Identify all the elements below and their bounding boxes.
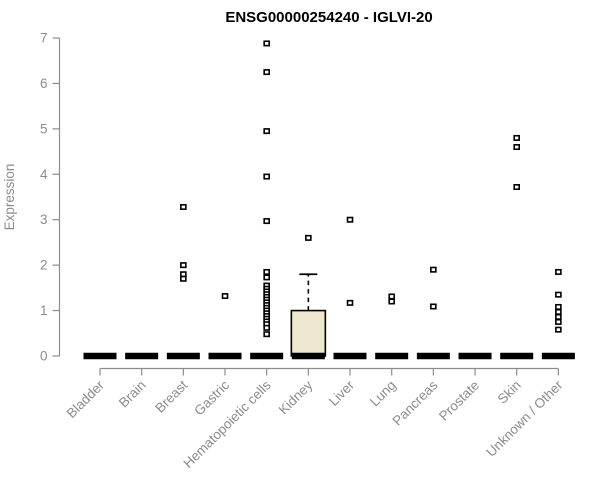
y-tick-label: 4 [40, 167, 48, 182]
y-tick-label: 5 [40, 121, 48, 136]
outlier-point [513, 184, 521, 191]
median-bar [333, 352, 367, 360]
chart-title: ENSG00000254240 - IGLVI-20 [225, 9, 432, 26]
x-tick-label-bladder: Bladder [64, 377, 108, 421]
median-bar [125, 352, 159, 360]
outlier-point [263, 40, 270, 47]
outlier-point [555, 268, 562, 275]
y-tick-label: 1 [40, 303, 48, 318]
median-bar [250, 352, 284, 360]
outlier-point [430, 303, 437, 310]
outlier-point [555, 318, 562, 325]
y-tick-label: 0 [40, 349, 48, 364]
median-bar [416, 352, 450, 360]
y-tick-label: 2 [40, 258, 48, 273]
y-tick-label: 6 [40, 76, 48, 91]
outlier-point [263, 173, 270, 180]
outlier-point [555, 303, 562, 310]
x-tick-label-liver: Liver [326, 377, 358, 409]
outlier-point [513, 134, 521, 141]
outlier-point [180, 275, 187, 282]
outlier-point [180, 203, 187, 210]
y-axis-title: Expression [2, 164, 17, 231]
outlier-point [346, 216, 354, 223]
outlier-point [263, 128, 270, 135]
outlier-point [263, 274, 270, 281]
x-tick-label-lung: Lung [367, 378, 399, 410]
outlier-point [263, 331, 270, 338]
outlier-point [555, 308, 562, 315]
median-bar [375, 352, 409, 360]
x-tick-label-unknown-other: Unknown / Other [483, 377, 566, 460]
x-tick-label-brain: Brain [116, 378, 149, 411]
median-bar [458, 352, 492, 360]
median-bar [208, 352, 242, 360]
outlier-point [221, 293, 229, 300]
outlier-point [555, 291, 562, 298]
median-bar [541, 352, 575, 360]
outlier-point [388, 298, 395, 305]
outlier-point [513, 144, 521, 151]
x-tick-label-kidney: Kidney [276, 377, 316, 417]
y-tick-label: 3 [40, 212, 48, 227]
outlier-point [555, 326, 562, 333]
outlier-point [346, 299, 354, 306]
box-iqr [290, 309, 327, 357]
x-tick-label-gastric: Gastric [191, 377, 232, 418]
x-tick-label-prostate: Prostate [436, 378, 482, 424]
outlier-point [263, 324, 270, 331]
x-tick-label-pancreas: Pancreas [390, 377, 441, 428]
outlier-point [388, 293, 395, 300]
median-bar [500, 352, 534, 360]
outlier-point [263, 268, 270, 275]
outlier-point [305, 234, 312, 241]
outlier-point [555, 313, 562, 320]
outlier-point [180, 271, 187, 278]
outlier-point [263, 69, 270, 76]
outlier-point [430, 266, 437, 273]
x-tick-label-skin: Skin [495, 378, 524, 407]
outlier-point [180, 262, 187, 269]
median-bar [291, 352, 325, 360]
x-tick-label-breast: Breast [152, 377, 190, 415]
outlier-point [263, 218, 270, 225]
median-bar [166, 352, 200, 360]
median-bar [83, 352, 117, 360]
y-tick-label: 7 [40, 30, 48, 45]
